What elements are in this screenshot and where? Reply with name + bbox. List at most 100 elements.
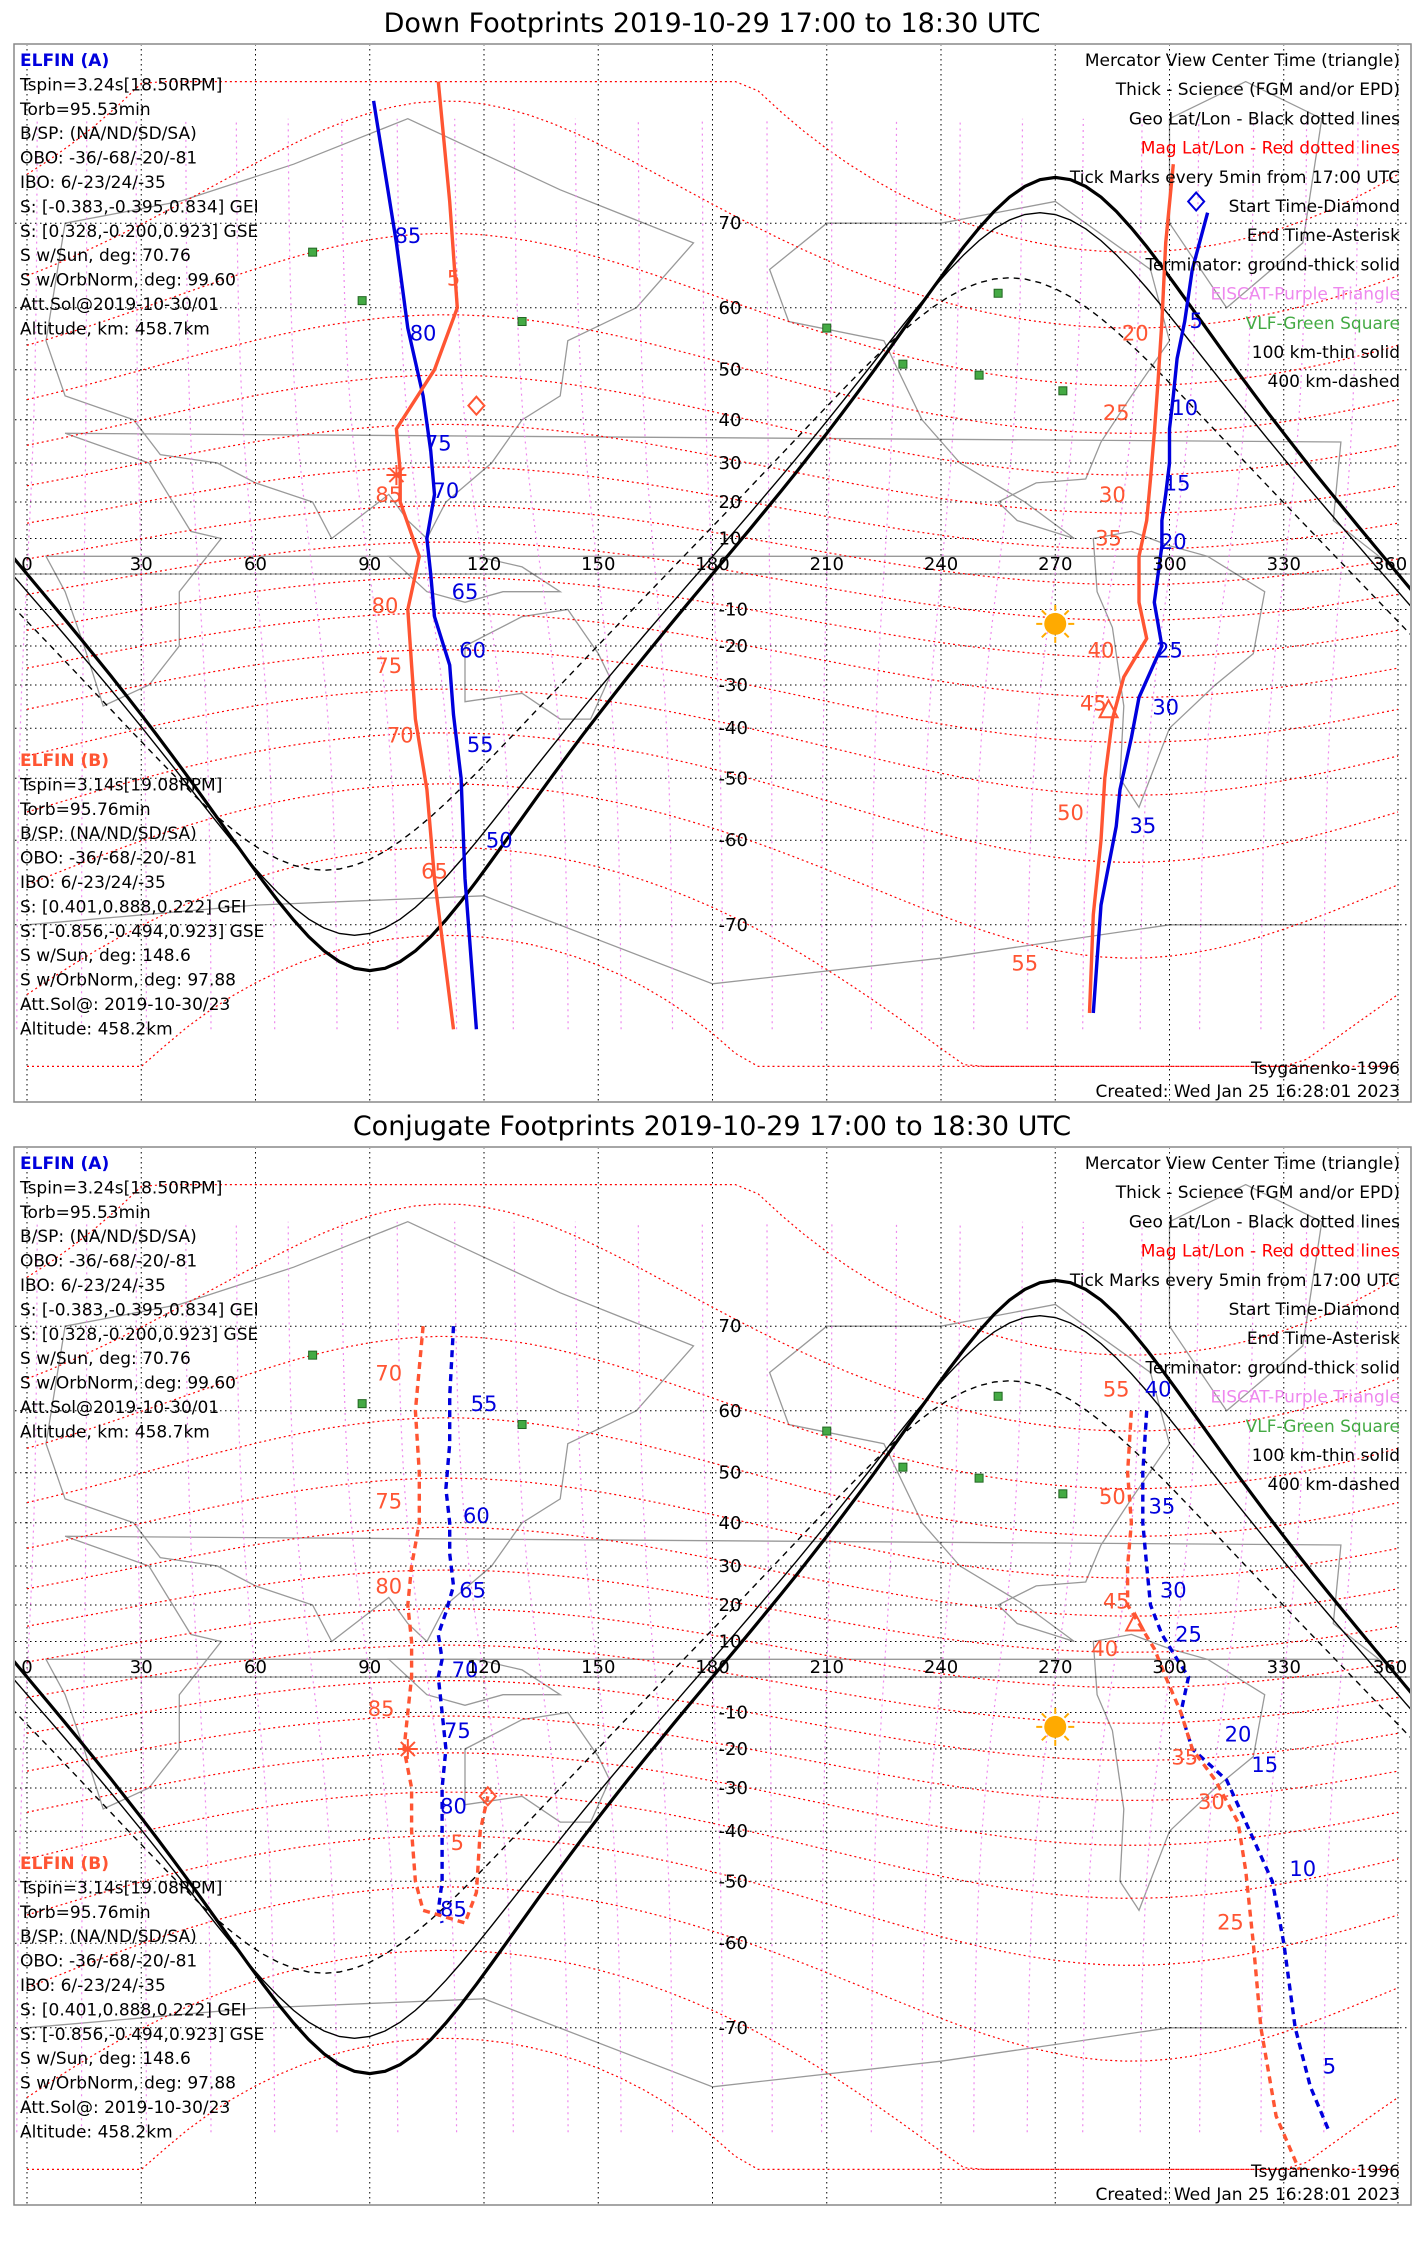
mag-meridian [341, 1221, 399, 2133]
elfin-a-s-gse: S: [0.328,-0.200,0.923] GSE [20, 222, 258, 242]
lon-tick-label: 30 [130, 554, 153, 575]
tick-mark-label: 70 [433, 479, 460, 503]
elfin-b-tspin: Tspin=3.14s[19.08RPM] [19, 775, 222, 795]
lat-tick-label: -70 [719, 915, 748, 936]
mag-parallel [26, 1184, 1399, 1356]
tick-mark-label: 30 [1198, 1790, 1225, 1814]
mag-meridian [921, 118, 961, 1030]
lon-tick-label: 300 [1152, 554, 1186, 575]
legend-item: EISCAT-Purple Triangle [1210, 285, 1400, 305]
tick-mark-label: 55 [471, 1392, 498, 1416]
elfin-a-s-orb: S w/OrbNorm, deg: 99.60 [20, 271, 236, 291]
lon-tick-label: 90 [358, 1657, 381, 1678]
lon-tick-label: 0 [21, 1657, 32, 1678]
sun-ray [1041, 632, 1047, 639]
mag-meridian [454, 1221, 514, 2133]
mag-parallel [26, 1417, 1399, 1537]
lon-tick-label: 330 [1267, 554, 1301, 575]
lat-tick-label: 30 [719, 1556, 742, 1577]
panel-frame [13, 43, 1412, 1103]
tick-mark-label: 70 [452, 1658, 479, 1682]
mag-meridian [235, 118, 276, 1030]
elfin-b-torb: Torb=95.76min [19, 1903, 151, 1923]
mag-parallel [26, 846, 1399, 1067]
elfin-b-s-gei: S: [0.401,0.888,0.222] GEI [20, 2000, 246, 2020]
lat-tick-label: -70 [719, 2018, 748, 2039]
mag-meridian [1026, 1221, 1084, 2133]
mag-parallel [26, 1569, 1399, 1653]
tick-mark-label: 80 [440, 1794, 467, 1818]
mag-meridians [16, 1221, 1359, 2133]
lat-tick-label: 50 [719, 1463, 742, 1484]
vlf-green-square [993, 288, 1003, 298]
elfin-b-bsp: B/SP: (NA/ND/SD/SA) [20, 824, 197, 844]
mag-grid [26, 1184, 1399, 2170]
elfin-a-s-gei: S: [-0.383,-0.395,0.834] GEI [20, 1300, 259, 1320]
legend-item: EISCAT-Purple Triangle [1210, 1388, 1400, 1408]
vlf-green-square [1058, 386, 1068, 396]
tick-mark-label: 75 [375, 654, 402, 678]
legend-item: VLF-Green Square [1246, 1417, 1400, 1437]
elfin-a-bsp: B/SP: (NA/ND/SD/SA) [20, 124, 197, 144]
mag-meridian [1199, 118, 1255, 1030]
down-footprints-panel: Down Footprints 2019-10-29 17:00 to 18:3… [13, 8, 1412, 1103]
vlf-green-square [898, 359, 908, 369]
spacecraft-info: ELFIN (A) Tspin=3.24s[18.50RPM] Torb=95.53… [19, 1154, 264, 2142]
elfin-b-s-orb: S w/OrbNorm, deg: 97.88 [20, 971, 236, 991]
end-asterisk-icon [397, 1739, 418, 1760]
tick-mark-label: 30 [1099, 483, 1126, 507]
axis-ticks: 0 30 60 90 120 150 180 210 240 270 300 330 360 70 60 50… [21, 1316, 1407, 2039]
sun-ray [1041, 609, 1047, 616]
legend-item: 100 km-thin solid [1252, 343, 1400, 363]
vlf-green-square [974, 370, 984, 380]
lon-tick-label: 240 [924, 554, 958, 575]
terminator-100km [15, 1314, 1410, 2040]
vlf-sites [308, 1350, 1068, 1499]
legend-item: Mag Lat/Lon - Red dotted lines [1141, 139, 1400, 159]
lat-tick-label: 70 [719, 213, 742, 234]
lat-tick-label: -40 [719, 1821, 748, 1842]
vlf-sites [308, 247, 1068, 396]
tick-mark-label: 60 [463, 1504, 490, 1528]
elfin-a-s-gse: S: [0.328,-0.200,0.923] GSE [20, 1325, 258, 1345]
mag-meridian [637, 118, 674, 1030]
vlf-green-square [308, 1350, 318, 1360]
landmass [1092, 1633, 1266, 1912]
track-a: 5 10 15 20 25 30 35 50 55 60 65 70 75 80 85 [371, 100, 1210, 1030]
tick-mark-label: 70 [387, 723, 414, 747]
legend-item: Mercator View Center Time (triangle) [1085, 51, 1400, 71]
tick-mark-label: 35 [1095, 527, 1122, 551]
mag-meridian [235, 1221, 276, 2133]
asterisk-stroke [400, 1741, 416, 1757]
lat-tick-label: 20 [719, 492, 742, 513]
lon-tick-label: 360 [1373, 554, 1407, 575]
panel-title: Conjugate Footprints 2019-10-29 17:00 to… [353, 1111, 1071, 1142]
terminator-ground [15, 175, 1410, 973]
elfin-b-label: ELFIN (B) [20, 751, 109, 771]
lon-tick-label: 180 [695, 1657, 729, 1678]
terminator-100km [15, 211, 1410, 937]
vlf-green-square [974, 1473, 984, 1483]
lat-tick-label: -60 [719, 1933, 748, 1954]
mag-parallel [26, 541, 1399, 621]
lat-tick-label: 10 [719, 1632, 742, 1653]
center-time-triangle-icon [1097, 698, 1120, 719]
terminator-400km [15, 1379, 1410, 1975]
mag-parallel [26, 232, 1399, 387]
lon-tick-label: 330 [1267, 1657, 1301, 1678]
start-diamond-icon [478, 1785, 498, 1807]
legend-item: End Time-Asterisk [1247, 1329, 1400, 1349]
legend-item: Terminator: ground-thick solid [1144, 255, 1400, 275]
tick-mark-label: 40 [1088, 638, 1115, 662]
mag-parallel [26, 1335, 1399, 1490]
tick-mark-label: 50 [1099, 1485, 1126, 1509]
legend: Mercator View Center Time (triangle) Thic… [1069, 1154, 1400, 1495]
lon-tick-label: 150 [581, 1657, 615, 1678]
elfin-a-att: Att.Sol@2019-10-30/01 [20, 1398, 219, 1418]
mag-meridian [396, 1221, 458, 2133]
vlf-green-square [1058, 1489, 1068, 1499]
terminator-layer [15, 1278, 1410, 2076]
panel-title: Down Footprints 2019-10-29 17:00 to 18:3… [384, 8, 1041, 39]
mag-meridian [1199, 1221, 1255, 2133]
